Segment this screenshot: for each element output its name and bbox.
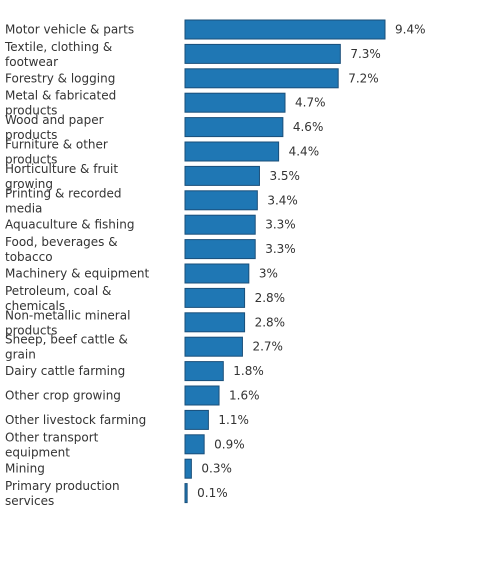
bar bbox=[184, 409, 209, 430]
bar bbox=[184, 434, 205, 455]
bar bbox=[184, 19, 386, 40]
bar bbox=[184, 312, 246, 333]
value-label: 1.6% bbox=[229, 389, 259, 403]
category-label: Motor vehicle & parts bbox=[5, 23, 134, 37]
bar bbox=[184, 483, 188, 504]
bar bbox=[184, 239, 256, 260]
value-label: 9.4% bbox=[395, 23, 426, 37]
category-label: Textile, clothing & footwear bbox=[4, 40, 112, 69]
category-label: Furniture & other products bbox=[5, 138, 108, 167]
category-label: Metal & fabricated products bbox=[5, 89, 116, 118]
bar bbox=[184, 263, 250, 284]
bar bbox=[184, 165, 260, 186]
value-label: 0.1% bbox=[197, 486, 228, 500]
bars-group bbox=[184, 19, 386, 504]
category-label: Food, beverages & tobacco bbox=[5, 235, 118, 264]
value-label: 3.3% bbox=[265, 242, 296, 256]
value-label: 3% bbox=[259, 267, 278, 281]
value-label: 3.3% bbox=[265, 218, 296, 232]
value-label: 3.5% bbox=[269, 169, 300, 183]
category-label: Wood and paper products bbox=[5, 113, 104, 142]
category-label: Mining bbox=[5, 462, 45, 476]
bar bbox=[184, 214, 256, 235]
bar bbox=[184, 117, 284, 138]
value-label: 1.8% bbox=[233, 364, 263, 378]
value-label: 3.4% bbox=[267, 193, 298, 207]
bar bbox=[184, 361, 224, 382]
value-label: 4.4% bbox=[289, 145, 320, 159]
value-label: 2.7% bbox=[252, 340, 283, 354]
value-label: 0.3% bbox=[201, 462, 232, 476]
category-label: Printing & recorded media bbox=[5, 186, 121, 215]
value-label: 0.9% bbox=[214, 437, 245, 451]
bar bbox=[184, 385, 220, 406]
category-label: Forestry & logging bbox=[5, 71, 115, 85]
bar bbox=[184, 92, 286, 113]
bar bbox=[184, 458, 192, 479]
category-labels-group: Motor vehicle & parts Textile, clothing &… bbox=[4, 23, 149, 509]
category-label: Other crop growing bbox=[5, 389, 121, 403]
category-label: Non-metallic mineral products bbox=[5, 308, 130, 337]
value-labels-group: 9.4% 7.3% 7.2% 4.7% 4.6% 4.4% 3.5% 3.4% 3.3% 3.3%… bbox=[197, 23, 425, 501]
bar bbox=[184, 336, 243, 357]
category-label: Petroleum, coal & chemicals bbox=[5, 284, 111, 313]
bar bbox=[184, 68, 339, 89]
value-label: 4.6% bbox=[293, 120, 324, 134]
bar bbox=[184, 190, 258, 211]
category-label: Dairy cattle farming bbox=[5, 364, 125, 378]
value-label: 2.8% bbox=[255, 315, 286, 329]
value-label: 7.2% bbox=[348, 71, 379, 85]
value-label: 7.3% bbox=[350, 47, 381, 61]
category-label: Sheep, beef cattle & grain bbox=[5, 333, 128, 362]
category-label: Horticulture & fruit growing bbox=[5, 162, 118, 191]
category-label: Aquaculture & fishing bbox=[5, 218, 134, 232]
bar bbox=[184, 141, 280, 162]
category-label: Machinery & equipment bbox=[5, 267, 149, 281]
value-label: 4.7% bbox=[295, 96, 326, 110]
category-label: Primary production services bbox=[5, 479, 120, 508]
category-label: Other livestock farming bbox=[5, 413, 146, 427]
value-label: 1.1% bbox=[218, 413, 249, 427]
value-label: 2.8% bbox=[255, 291, 286, 305]
bar bbox=[184, 43, 341, 64]
category-label: Other transport equipment bbox=[5, 430, 99, 459]
bar bbox=[184, 287, 246, 308]
